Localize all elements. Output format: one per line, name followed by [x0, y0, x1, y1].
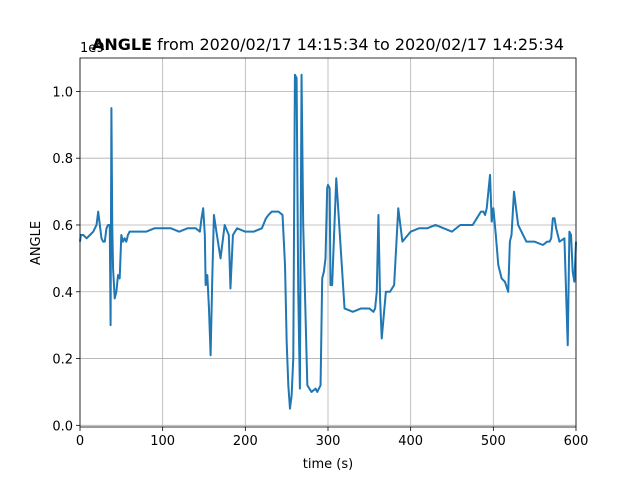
chart-title-bold: ANGLE [92, 35, 152, 54]
x-tick-label: 300 [316, 434, 341, 449]
x-tick-label: 500 [481, 434, 506, 449]
y-tick-label: 0.6 [52, 219, 73, 234]
y-tick-label: 0.0 [52, 419, 73, 434]
y-tick-label: 1.0 [52, 85, 73, 100]
x-tick-label: 100 [150, 434, 175, 449]
angle-series-line [79, 73, 577, 410]
grid-lines [79, 58, 577, 427]
x-tick-label: 600 [564, 434, 589, 449]
x-axis-label: time (s) [303, 457, 353, 472]
y-tick-label: 0.2 [52, 353, 73, 368]
chart-title-rest: from 2020/02/17 14:15:34 to 2020/02/17 1… [152, 35, 564, 54]
series-layer [79, 73, 577, 410]
x-tick-label: 0 [76, 434, 84, 449]
chart-title: ANGLE from 2020/02/17 14:15:34 to 2020/0… [92, 35, 564, 54]
y-tick-label: 0.8 [52, 152, 73, 167]
x-tick-label: 400 [398, 434, 423, 449]
x-tick-label: 200 [233, 434, 258, 449]
y-axis-offset-label: 1e9 [80, 41, 105, 56]
y-axis-label: ANGLE [29, 221, 44, 265]
y-tick-label: 0.4 [52, 286, 73, 301]
x-axis-ticks: 0 100 200 300 400 500 600 [76, 427, 589, 449]
y-axis-ticks: 0.0 0.2 0.4 0.6 0.8 1.0 [52, 85, 80, 434]
